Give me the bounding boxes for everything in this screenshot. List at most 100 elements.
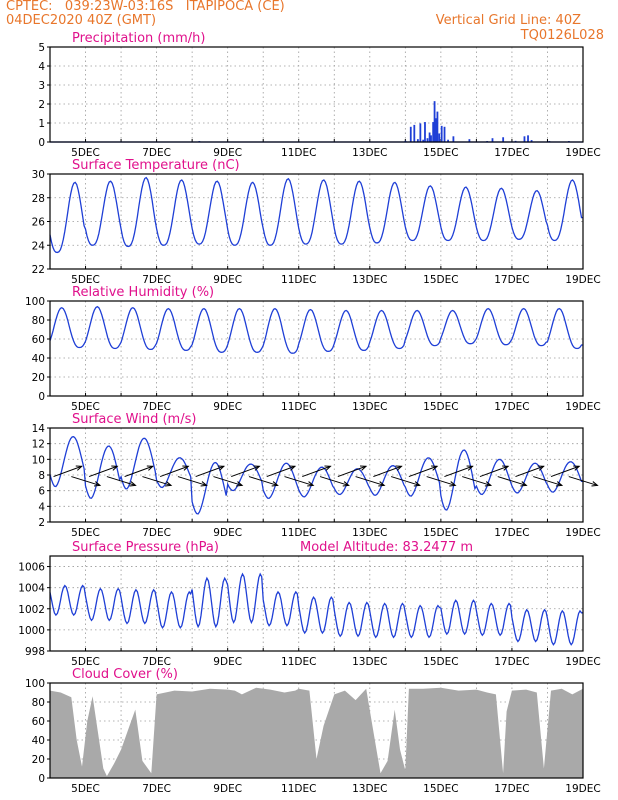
- header-model-id: TQ0126L028: [520, 28, 604, 43]
- x-tick-label: 11DEC: [281, 783, 316, 795]
- x-tick-label: 15DEC: [423, 783, 458, 795]
- wind-vector: [373, 465, 402, 478]
- wind-vector: [408, 465, 438, 478]
- wind-vector-head: [413, 481, 422, 487]
- wind-vector: [248, 476, 278, 486]
- precip-bar: [430, 135, 432, 142]
- x-tick-label: 5DEC: [71, 527, 100, 539]
- x-tick-label: 7DEC: [142, 783, 171, 795]
- precip-bar: [413, 124, 416, 142]
- x-tick-label: 5DEC: [71, 274, 100, 286]
- header-grid-line: Vertical Grid Line: 40Z: [435, 13, 581, 28]
- wind-vector-head: [591, 481, 599, 487]
- x-tick-label: 19DEC: [565, 401, 600, 413]
- x-tick-label: 5DEC: [71, 401, 100, 413]
- y-tick-label: 4: [38, 61, 45, 73]
- panel-title: Surface Temperature (nC): [72, 158, 240, 173]
- y-tick-label: 4: [38, 501, 45, 513]
- humidity-series-line: [49, 305, 583, 354]
- panel-frame: [49, 555, 584, 652]
- x-tick-label: 9DEC: [213, 527, 242, 539]
- wind-vector: [177, 476, 207, 486]
- y-tick-label: 1: [38, 118, 45, 130]
- y-tick-label: 20: [32, 372, 45, 384]
- x-tick-label: 17DEC: [494, 783, 529, 795]
- wind-vector-head: [466, 465, 474, 471]
- x-tick-label: 17DEC: [494, 401, 529, 413]
- wind-vector: [266, 465, 296, 478]
- y-tick-label: 6: [38, 486, 45, 498]
- y-tick-label: 30: [32, 169, 45, 181]
- y-tick-label: 3: [38, 80, 45, 92]
- y-tick-label: 100: [25, 296, 45, 308]
- y-tick-label: 20: [32, 754, 45, 766]
- x-tick-label: 9DEC: [213, 656, 242, 668]
- x-tick-label: 13DEC: [352, 656, 387, 668]
- precip-bar: [447, 139, 449, 142]
- temperature-series-line: [49, 176, 583, 254]
- wind-vector: [302, 465, 331, 478]
- x-tick-label: 5DEC: [71, 783, 100, 795]
- precip-bar: [468, 139, 471, 142]
- wind-vector-head: [75, 465, 83, 471]
- precip-bar: [426, 138, 429, 142]
- wind-vector-head: [146, 465, 155, 471]
- precip-bar: [433, 101, 436, 142]
- wind-vector-head: [520, 481, 528, 487]
- wind-vector-head: [431, 465, 439, 471]
- y-tick-label: 12: [32, 439, 45, 451]
- wind-vector-head: [537, 465, 545, 471]
- x-tick-label: 7DEC: [142, 656, 171, 668]
- x-tick-label: 9DEC: [213, 274, 242, 286]
- y-tick-label: 1006: [18, 562, 45, 574]
- y-tick-label: 14: [32, 423, 46, 435]
- wind-vector-head: [573, 465, 581, 471]
- x-tick-label: 13DEC: [352, 783, 387, 795]
- y-tick-label: 2: [38, 99, 45, 111]
- x-tick-label: 19DEC: [565, 783, 600, 795]
- y-tick-label: 0: [38, 391, 45, 403]
- wind-vector: [355, 476, 385, 486]
- x-tick-label: 7DEC: [142, 147, 171, 159]
- y-tick-label: 100: [25, 678, 45, 690]
- panel-title: Surface Wind (m/s): [72, 412, 196, 427]
- panel-wind: [47, 427, 599, 523]
- y-tick-label: 1002: [18, 604, 45, 616]
- wind-vector: [515, 465, 544, 478]
- panel-precipitation: [47, 46, 584, 143]
- panel-annotation: Model Altitude: 83.2477 m: [300, 540, 473, 555]
- panel-frame: [49, 46, 584, 143]
- wind-vector: [213, 476, 243, 486]
- x-tick-label: 19DEC: [565, 527, 600, 539]
- wind-vector-head: [484, 481, 493, 487]
- wind-vector: [195, 465, 225, 478]
- y-tick-label: 1004: [18, 583, 45, 595]
- wind-vector: [88, 465, 118, 478]
- wind-vector-head: [271, 481, 279, 487]
- panel-title: Cloud Cover (%): [72, 667, 178, 682]
- y-tick-label: 28: [32, 193, 45, 205]
- x-tick-label: 15DEC: [423, 274, 458, 286]
- x-tick-label: 17DEC: [494, 656, 529, 668]
- wind-vector: [159, 465, 189, 478]
- wind-vector-head: [111, 465, 119, 471]
- wind-vector-head: [129, 481, 137, 487]
- wind-vector: [71, 476, 101, 486]
- panel-humidity: [47, 300, 584, 397]
- x-tick-label: 5DEC: [71, 656, 100, 668]
- wind-vector-head: [200, 481, 208, 487]
- y-tick-label: 22: [32, 264, 45, 276]
- y-tick-label: 2: [38, 517, 45, 529]
- wind-vector: [284, 476, 314, 486]
- cloud-area: [50, 687, 583, 778]
- x-tick-label: 13DEC: [352, 274, 387, 286]
- x-tick-label: 13DEC: [352, 401, 387, 413]
- y-tick-label: 40: [32, 353, 45, 365]
- precip-bar: [409, 126, 412, 142]
- wind-vector-head: [236, 481, 244, 487]
- precip-bar: [416, 139, 419, 142]
- x-tick-label: 13DEC: [352, 147, 387, 159]
- precip-bar: [422, 139, 425, 142]
